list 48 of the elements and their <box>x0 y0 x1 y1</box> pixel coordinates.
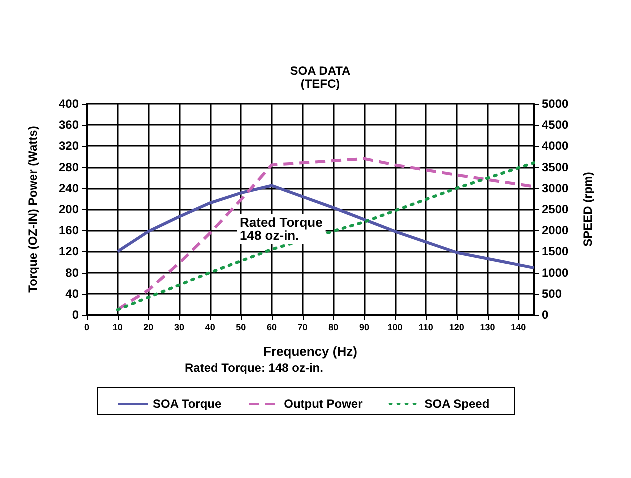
y-tick-label: 200 <box>58 202 80 216</box>
y-tick-label: 360 <box>58 118 80 132</box>
legend-label: Output Power <box>284 397 364 411</box>
x-tick-label: 10 <box>112 322 123 332</box>
y2-tick-label: 4000 <box>542 139 570 154</box>
x-tick-label: 70 <box>298 322 308 332</box>
x-tick-label: 110 <box>418 322 434 332</box>
x-tick-label: 120 <box>449 322 464 332</box>
x-tick-label: 140 <box>511 322 526 332</box>
line-series <box>116 184 536 270</box>
x-tick-label: 80 <box>328 322 339 332</box>
y-tick-label: 120 <box>58 244 80 259</box>
x-tick-label: 90 <box>359 322 370 332</box>
y2-tick-label: 1000 <box>542 266 570 280</box>
x-tick-label: 60 <box>266 322 277 332</box>
y-tick-label: 240 <box>58 181 80 196</box>
chart-subtitle: (TEFC) <box>300 77 340 91</box>
x-tick-label: 50 <box>236 322 246 332</box>
x-tick-label: 40 <box>205 322 216 332</box>
x-tick-label: 100 <box>388 322 403 332</box>
x-tick-label: 0 <box>84 322 90 332</box>
y2-tick-label: 0 <box>542 308 549 322</box>
y2-tick-label: 3500 <box>542 160 570 174</box>
legend-label: SOA Speed <box>424 397 490 411</box>
y2-tick-label: 2500 <box>542 202 570 216</box>
annotation: Rated Torque 148 oz-in. <box>240 215 323 243</box>
y2-tick-label: 1500 <box>542 244 570 259</box>
y-tick-label: 280 <box>58 160 80 174</box>
y-tick-label: 0 <box>72 308 80 322</box>
y-tick-label: 400 <box>58 97 80 111</box>
text: Rated Torque: 148 oz-in. <box>185 361 324 375</box>
y2-tick-label: 500 <box>542 286 562 301</box>
legend-label: SOA Torque <box>153 397 222 411</box>
x-tick-label: 130 <box>480 322 496 332</box>
y2-tick-label: 3000 <box>542 181 570 196</box>
x-tick-label: 30 <box>174 322 184 332</box>
y-tick-label: 320 <box>58 139 80 154</box>
y-tick-label: 80 <box>66 266 80 280</box>
x-axis-title: Frequency (Hz) <box>264 344 358 359</box>
y2-tick-label: 4500 <box>542 118 570 132</box>
chart-title: SOA DATA <box>290 64 352 78</box>
x-tick-label: 20 <box>144 322 154 332</box>
y-axis-title: Torque (OZ-IN) Power (Watts) <box>26 126 40 293</box>
y2-tick-label: 2000 <box>542 224 570 238</box>
y-tick-label: 160 <box>58 224 80 238</box>
y-tick-label: 40 <box>66 286 80 301</box>
y2-axis-title: SPEED (rpm) <box>581 172 595 247</box>
y2-tick-label: 5000 <box>542 97 570 111</box>
